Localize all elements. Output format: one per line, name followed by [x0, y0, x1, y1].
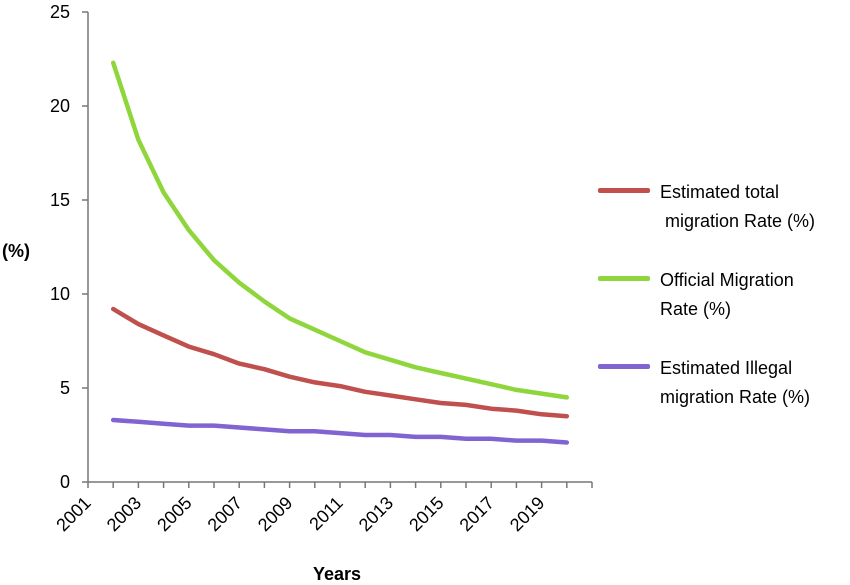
- y-tick-label: 0: [60, 472, 70, 492]
- legend-swatch-illegal: [598, 364, 650, 369]
- series-line-illegal: [110, 417, 570, 445]
- x-axis-title: Years: [313, 564, 361, 584]
- x-tick-label: 2019: [506, 493, 548, 535]
- legend-item-official: Official Migration Rate (%): [598, 266, 848, 324]
- x-tick-label: 2017: [456, 493, 498, 535]
- series-line-total: [110, 306, 570, 419]
- y-tick-label: 25: [50, 2, 70, 22]
- x-tick-label: 2005: [153, 493, 195, 535]
- x-tick-label: 2007: [204, 493, 246, 535]
- y-tick-label: 20: [50, 96, 70, 116]
- series-line-official: [110, 60, 570, 400]
- x-tick-label: 2015: [405, 493, 447, 535]
- legend-label-illegal: Estimated Illegal migration Rate (%): [660, 358, 811, 407]
- x-tick-label: 2003: [103, 493, 145, 535]
- y-axis-title: (%): [2, 241, 30, 261]
- legend: Estimated total migration Rate (%) Offic…: [598, 178, 848, 442]
- x-tick-label: 2011: [305, 493, 347, 535]
- legend-swatch-official: [598, 276, 650, 281]
- y-tick-label: 10: [50, 284, 70, 304]
- legend-label-official: Official Migration Rate (%): [660, 270, 794, 319]
- legend-item-total: Estimated total migration Rate (%): [598, 178, 848, 236]
- y-tick-label: 15: [50, 190, 70, 210]
- legend-label-total: Estimated total migration Rate (%): [660, 182, 816, 231]
- y-tick-label: 5: [60, 378, 70, 398]
- legend-item-illegal: Estimated Illegal migration Rate (%): [598, 354, 848, 412]
- x-tick-label: 2013: [355, 493, 397, 535]
- x-tick-label: 2009: [254, 493, 296, 535]
- legend-swatch-total: [598, 188, 650, 193]
- x-tick-label: 2001: [52, 493, 94, 535]
